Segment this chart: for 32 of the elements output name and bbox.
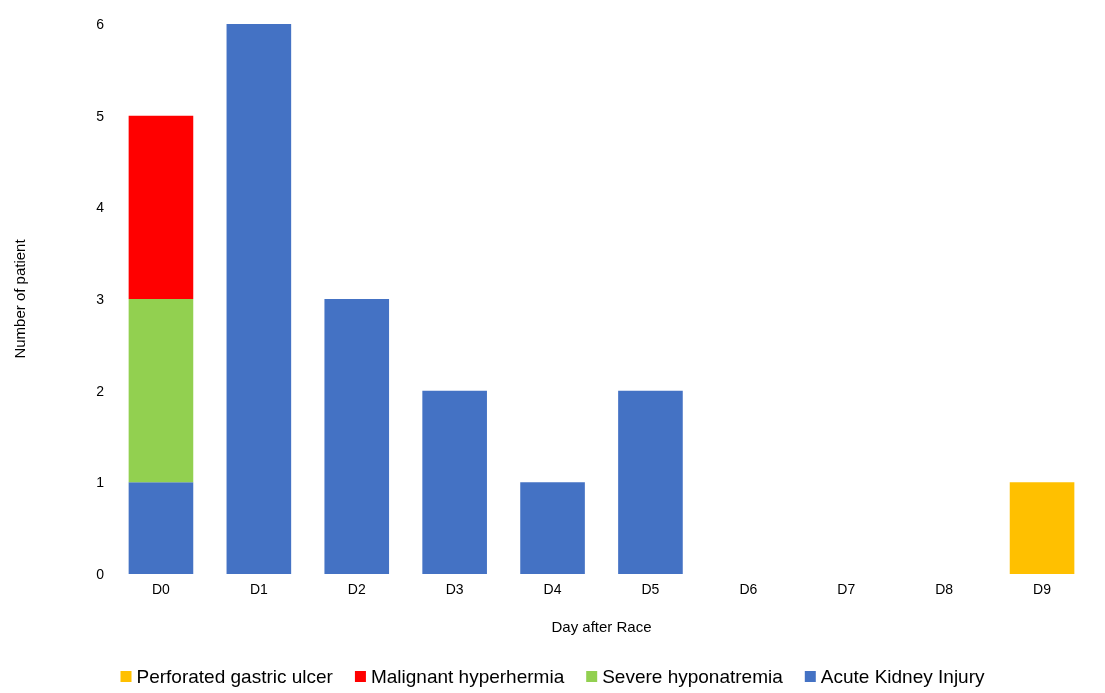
bar (324, 299, 390, 574)
bar (422, 390, 487, 574)
bar (1009, 482, 1075, 574)
x-tick-label: D7 (837, 581, 856, 597)
x-tick-label: D9 (1033, 581, 1052, 597)
y-tick-label: 4 (96, 199, 105, 216)
x-axis-title: Day after Race (551, 618, 652, 635)
legend-label: Severe hyponatremia (602, 666, 784, 687)
legend-label: Perforated gastric ulcer (136, 666, 334, 687)
y-tick-label: 1 (96, 474, 105, 491)
bar (128, 299, 194, 483)
y-tick-label: 5 (96, 107, 105, 124)
y-tick-label: 0 (96, 566, 105, 582)
x-tick-label: D0 (152, 581, 171, 597)
x-tick-label: D5 (641, 581, 660, 597)
y-tick-label: 6 (96, 16, 105, 32)
x-tick-label: D1 (249, 581, 269, 597)
y-tick-label: 3 (96, 291, 105, 307)
x-tick-label: D2 (347, 581, 366, 597)
bar (226, 24, 292, 574)
y-tick-label: 2 (96, 382, 105, 399)
x-tick-label: D8 (935, 581, 954, 597)
x-tick-label: D4 (543, 581, 562, 597)
bar (520, 482, 585, 574)
legend-label: Malignant hyperhermia (370, 666, 565, 687)
bar (128, 115, 194, 299)
bar (128, 482, 194, 574)
y-axis-title: Number of patient (11, 238, 28, 359)
x-tick-label: D3 (445, 581, 464, 597)
bar (618, 390, 683, 574)
legend-label: Acute Kidney Injury (820, 666, 985, 687)
x-tick-label: D6 (739, 581, 758, 597)
